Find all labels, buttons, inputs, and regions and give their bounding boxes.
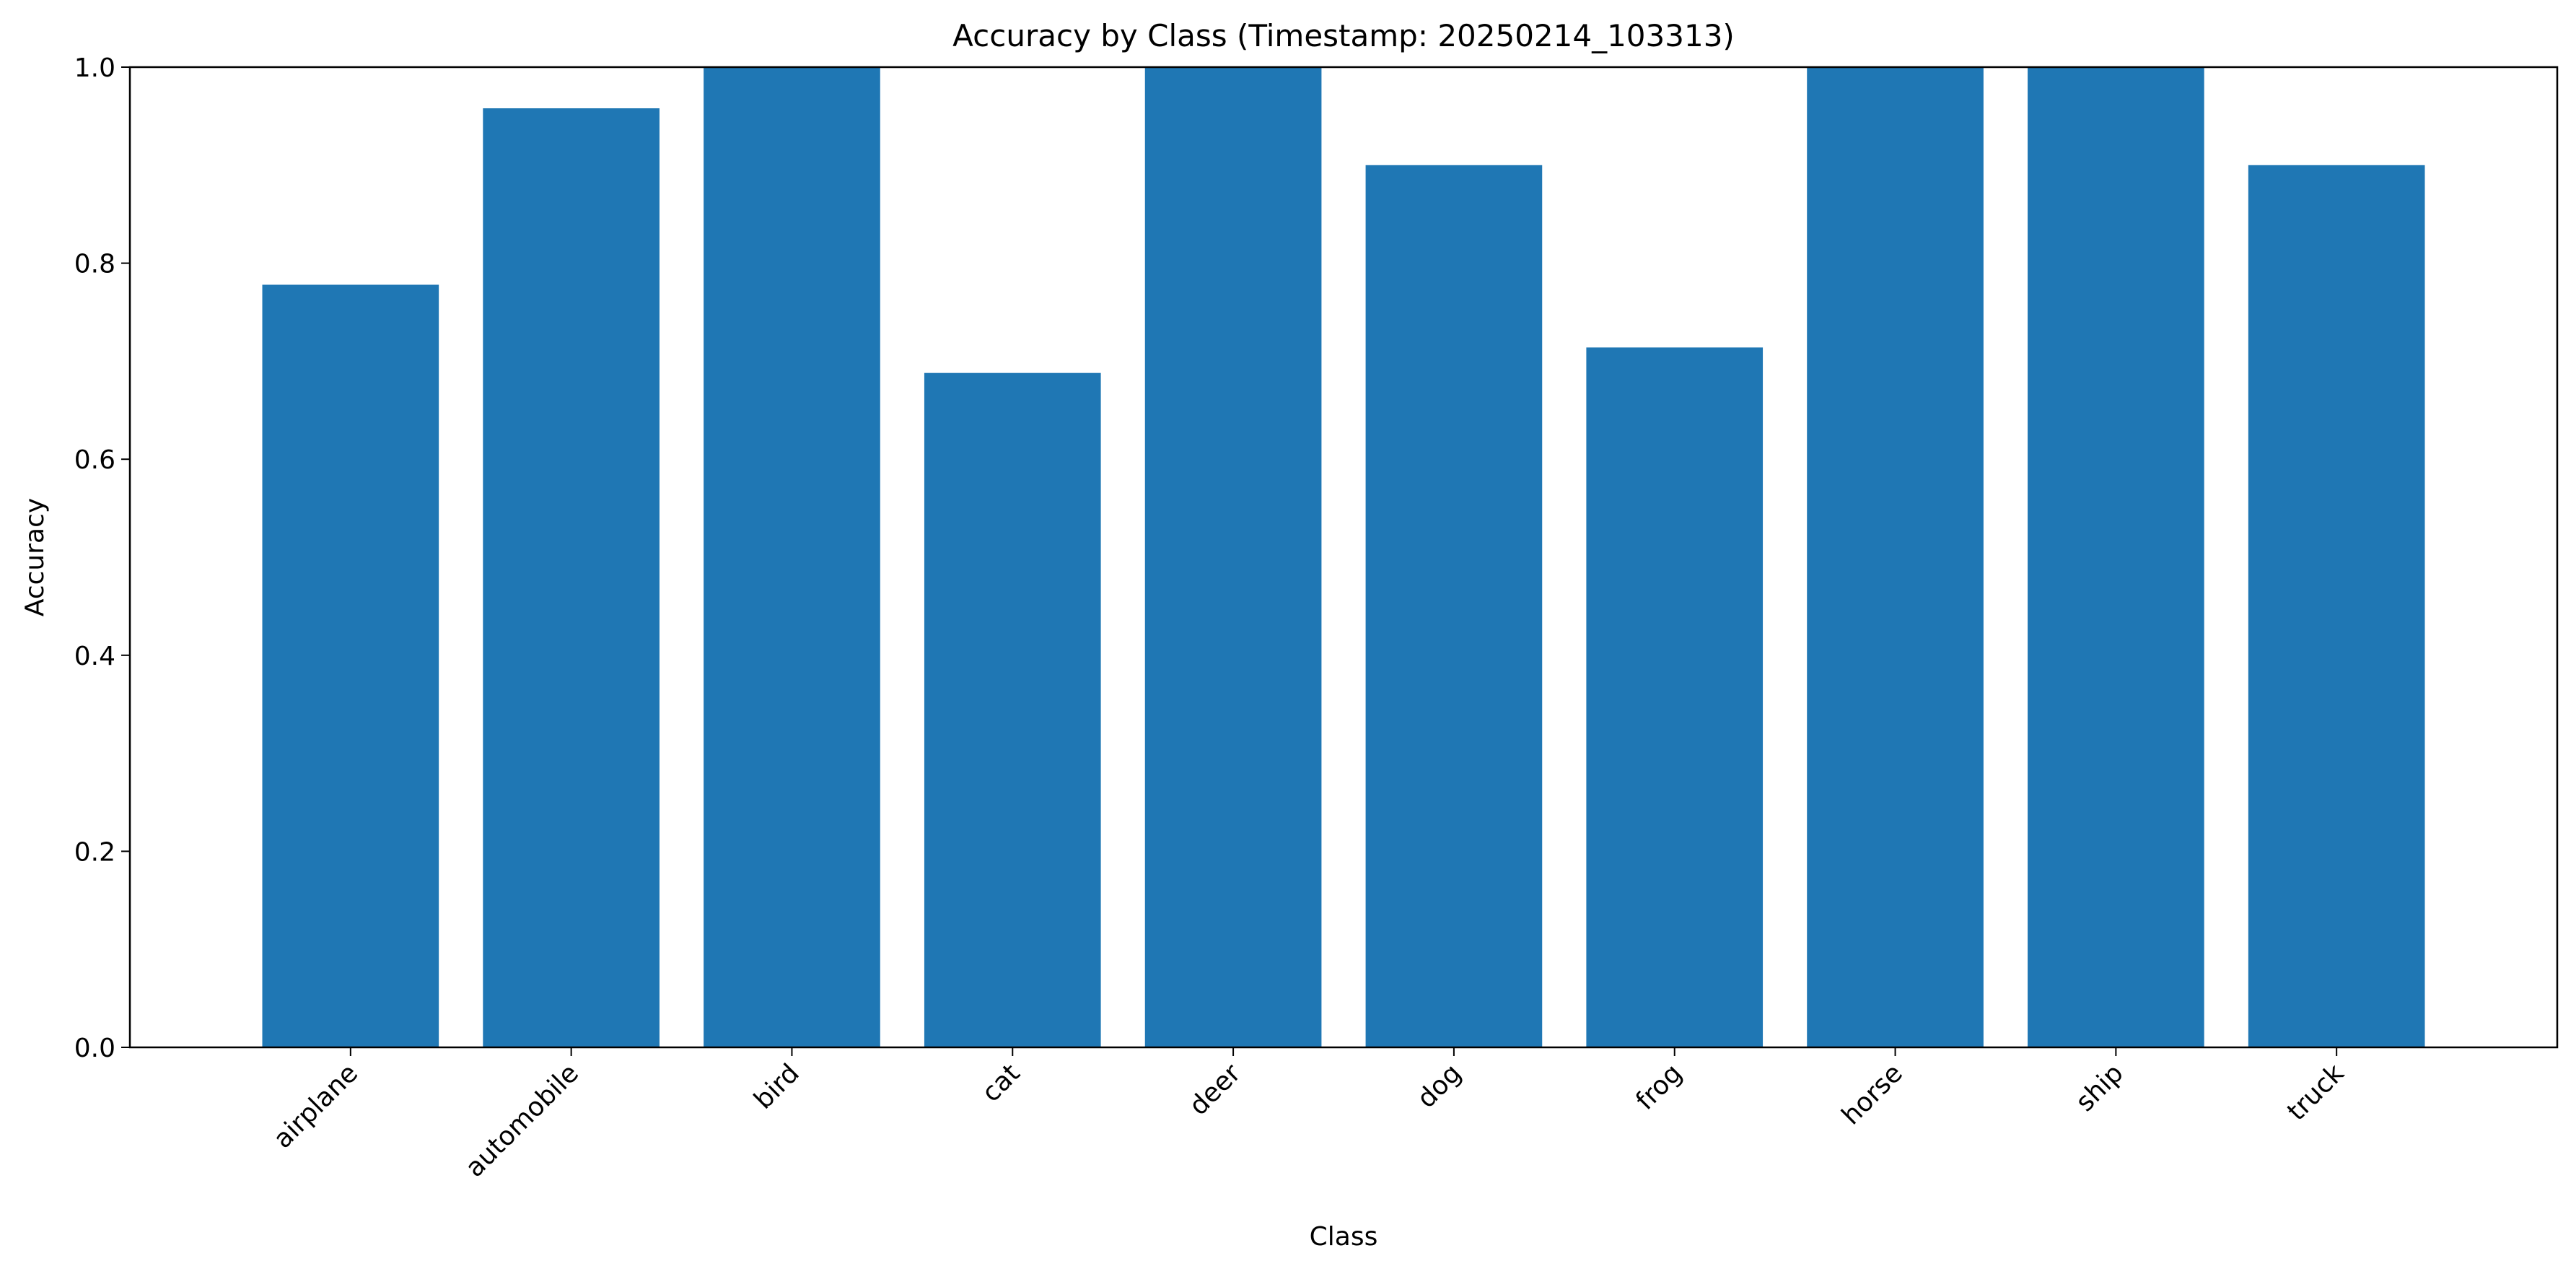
bar-bird xyxy=(704,67,880,1047)
x-tick-label-automobile: automobile xyxy=(460,1058,584,1183)
y-tick-label-0.2: 0.2 xyxy=(74,837,115,867)
y-tick-label-0.8: 0.8 xyxy=(74,250,115,279)
bar-cat xyxy=(924,372,1101,1047)
x-tick-label-deer: deer xyxy=(1184,1058,1247,1121)
bar-airplane xyxy=(262,284,439,1047)
y-tick-label-1.0: 1.0 xyxy=(74,53,115,83)
x-tick-label-truck: truck xyxy=(2282,1058,2349,1126)
y-axis-label: Accuracy xyxy=(20,498,50,616)
bar-frog xyxy=(1586,347,1764,1047)
x-axis-label: Class xyxy=(1310,1222,1378,1252)
x-axis: airplane automobile bird cat deer dog frog hors… xyxy=(268,1047,2350,1183)
bar-deer xyxy=(1144,67,1322,1047)
bar-automobile xyxy=(483,108,660,1047)
bar-dog xyxy=(1365,165,1543,1047)
y-tick-label-0.4: 0.4 xyxy=(74,642,115,671)
bar-horse xyxy=(1807,67,1984,1047)
chart-title: Accuracy by Class (Timestamp: 20250214_1… xyxy=(952,18,1735,53)
x-tick-label-dog: dog xyxy=(1411,1058,1467,1114)
x-tick-label-frog: frog xyxy=(1630,1058,1688,1116)
x-tick-label-ship: ship xyxy=(2070,1058,2129,1117)
y-tick-label-0.6: 0.6 xyxy=(74,445,115,475)
x-tick-label-bird: bird xyxy=(748,1058,805,1114)
bar-truck xyxy=(2248,165,2425,1047)
y-axis: 0.0 0.2 0.4 0.6 0.8 1.0 xyxy=(74,53,130,1063)
bars-group xyxy=(262,67,2425,1047)
x-tick-label-cat: cat xyxy=(976,1058,1026,1108)
x-tick-label-airplane: airplane xyxy=(268,1058,364,1154)
plot-frame xyxy=(128,66,2559,1049)
bar-ship xyxy=(2028,67,2204,1047)
x-tick-label-horse: horse xyxy=(1836,1058,1909,1130)
y-tick-label-0.0: 0.0 xyxy=(74,1034,115,1063)
